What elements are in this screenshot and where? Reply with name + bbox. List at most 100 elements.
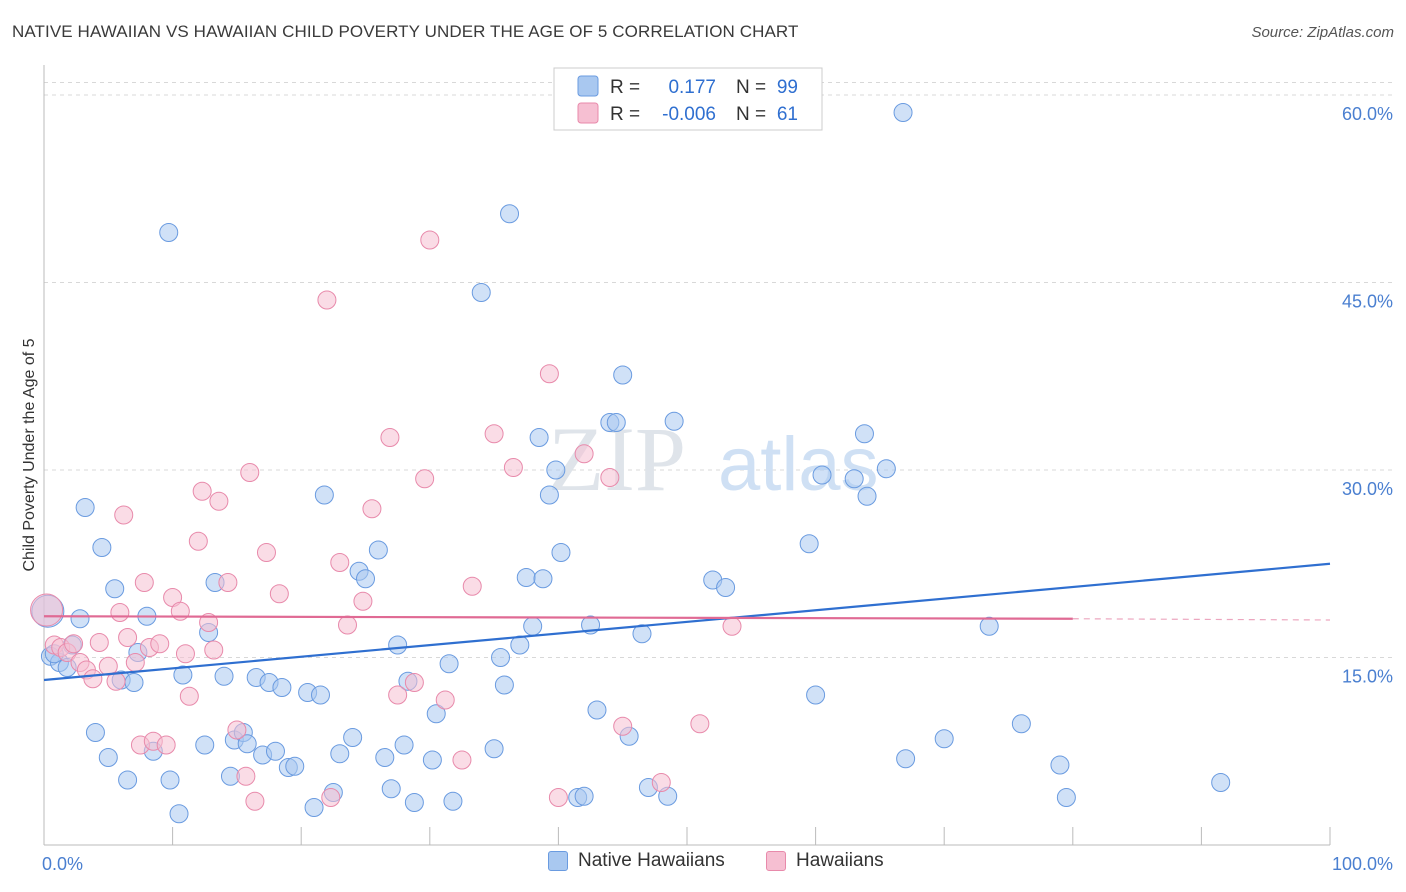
hawaiians-point — [106, 671, 126, 691]
y-axis-label: Child Poverty Under the Age of 5 — [21, 338, 38, 571]
native-hawaiians-point — [500, 204, 520, 224]
native-hawaiians-point — [214, 666, 234, 686]
legend-n-label: N = — [736, 104, 766, 125]
hawaiians-point — [380, 428, 400, 447]
hawaiians-point — [404, 673, 424, 692]
native-hawaiians-point — [160, 770, 180, 790]
native-hawaiians-point — [381, 779, 401, 799]
grid-lines — [44, 82, 1394, 658]
native-hawaiians-point — [310, 685, 330, 705]
native-hawaiians-point — [105, 579, 125, 599]
hawaiians-point — [317, 290, 337, 310]
native-hawaiians-point — [272, 678, 292, 697]
hawaiians-point — [204, 640, 224, 660]
native-hawaiians-point — [587, 700, 607, 720]
y-tick-label: 15.0% — [1342, 667, 1393, 687]
hawaiians-trend-extension — [1072, 618, 1331, 621]
native-hawaiians-point — [343, 728, 363, 747]
native-hawaiians-point — [896, 749, 916, 769]
y-tick-label: 30.0% — [1342, 479, 1393, 499]
native-hawaiians-point — [716, 578, 736, 597]
legend-r-label: R = — [610, 104, 640, 125]
x-tick-label: 0.0% — [42, 854, 83, 874]
hawaiians-point — [227, 720, 247, 740]
hawaiians-point — [548, 788, 568, 807]
chart-source: Source: ZipAtlas.com — [1251, 24, 1394, 41]
y-tick-label: 60.0% — [1342, 104, 1393, 124]
hawaiians-point — [245, 791, 265, 811]
native-hawaiians-point — [494, 675, 514, 695]
axes — [43, 65, 1331, 846]
legend-n-value: 99 — [777, 77, 798, 98]
native-hawaiians-point — [484, 739, 504, 759]
legend-frame — [553, 67, 823, 131]
hawaiians-point — [209, 491, 229, 511]
hawaiians-point — [114, 505, 134, 525]
hawaiians-point — [353, 591, 373, 611]
legend-item-native-hawaiians: Native Hawaiians — [548, 850, 725, 872]
native-hawaiians-point — [124, 673, 144, 692]
native-hawaiians-point — [237, 734, 257, 754]
hawaiians-point — [362, 499, 382, 519]
hawaiians-point — [199, 613, 219, 632]
y-tick-label: 45.0% — [1342, 292, 1393, 312]
legend-n-value: 61 — [777, 104, 798, 125]
legend-item-hawaiians: Hawaiians — [766, 850, 884, 872]
native-hawaiians-point — [422, 750, 442, 770]
native-hawaiians-point — [1050, 755, 1070, 775]
watermark-atlas: atlas — [718, 422, 879, 507]
hawaiians-trend-line — [43, 615, 1073, 620]
native-hawaiians-point — [1011, 714, 1031, 734]
hawaiians-point — [452, 750, 472, 770]
native-hawaiians-point — [439, 654, 459, 674]
native-hawaiians-point — [70, 609, 90, 629]
native-hawaiians-point — [516, 568, 536, 587]
native-hawaiians-point — [118, 770, 138, 790]
legend-r-value: 0.177 — [668, 77, 716, 98]
native-hawaiians-point — [539, 485, 559, 505]
native-hawaiians-point — [388, 635, 408, 655]
hawaiians-point — [236, 766, 256, 786]
hawaiians-point — [175, 644, 195, 664]
hawaiians-point — [484, 424, 504, 444]
hawaiians-point — [503, 458, 523, 477]
native-hawaiians-point — [285, 756, 305, 776]
native-hawaiians-point — [812, 465, 832, 485]
native-hawaiians-point — [533, 569, 553, 589]
legend-swatch-hawaiians — [577, 102, 599, 124]
hawaiians-point — [89, 633, 109, 652]
hawaiians-point — [722, 616, 742, 636]
hawaiians-point — [651, 773, 671, 792]
hawaiians-point — [330, 553, 350, 572]
hawaiians-point — [134, 573, 154, 592]
hawaiians-point — [156, 735, 176, 755]
hawaiians-point — [240, 463, 260, 482]
hawaiians-point — [125, 653, 145, 672]
hawaiians-point — [179, 686, 199, 706]
native-hawaiians-point — [844, 469, 864, 489]
legend-swatch-native-hawaiians — [548, 851, 568, 871]
native-hawaiians-point — [664, 411, 684, 431]
native-hawaiians-point — [169, 804, 189, 824]
legend-label-native-hawaiians: Native Hawaiians — [578, 850, 725, 871]
chart-title: NATIVE HAWAIIAN VS HAWAIIAN CHILD POVERT… — [12, 22, 799, 41]
native-hawaiians-point — [75, 498, 95, 517]
native-hawaiians-point — [85, 723, 105, 742]
native-hawaiians-point — [606, 413, 626, 432]
hawaiians-point — [600, 468, 620, 487]
hawaiians-point — [118, 628, 138, 647]
correlation-legend: R = 0.177 N = 99 R = -0.006 N = 61 — [553, 67, 823, 131]
hawaiians-point — [462, 576, 482, 596]
hawaiians-point — [218, 573, 238, 592]
native-hawaiians-point — [857, 486, 877, 506]
legend-r-value: -0.006 — [662, 104, 716, 125]
native-hawaiians-point — [510, 635, 530, 655]
native-hawaiians-point — [632, 624, 652, 644]
legend-n-label: N = — [736, 77, 766, 98]
hawaiians-point — [150, 634, 170, 654]
native-hawaiians-point — [330, 744, 350, 764]
hawaiians-point — [256, 543, 276, 562]
hawaiians-points — [30, 230, 742, 811]
native-hawaiians-point — [893, 103, 913, 122]
